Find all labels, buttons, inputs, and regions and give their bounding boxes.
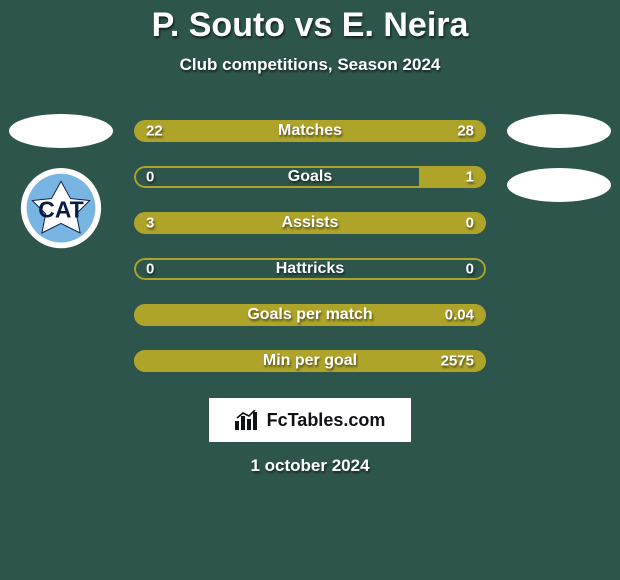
stat-label: Hattricks [134, 260, 486, 278]
stat-label: Matches [134, 122, 486, 140]
stat-row: Goals per match0.04 [134, 304, 486, 326]
stat-value-right: 1 [466, 169, 474, 186]
player-left-club-badge: CAT [9, 168, 113, 258]
stat-value-right: 0.04 [445, 307, 474, 324]
stat-label: Assists [134, 214, 486, 232]
left-column: CAT [9, 114, 113, 258]
subtitle: Club competitions, Season 2024 [0, 55, 620, 75]
right-column [507, 114, 611, 222]
stat-value-left: 22 [146, 123, 163, 140]
vs-text: vs [295, 6, 333, 44]
page-title: P. Souto vs E. Neira [0, 0, 620, 45]
fctables-logo: FcTables.com [209, 398, 411, 442]
stat-row: Assists3 0 [134, 212, 486, 234]
stat-label: Min per goal [134, 352, 486, 370]
player-right-club-placeholder [507, 168, 611, 202]
stat-label: Goals [134, 168, 486, 186]
chart-icon [235, 410, 261, 430]
comparison-infographic: P. Souto vs E. Neira Club competitions, … [0, 0, 620, 580]
stat-row: Matches22 28 [134, 120, 486, 142]
stat-value-left: 0 [146, 261, 154, 278]
stat-value-right: 0 [466, 215, 474, 232]
stat-bars: Matches2228Goals01Assists30Hattricks00Go… [134, 120, 486, 372]
stat-row: Hattricks0 0 [134, 258, 486, 280]
stat-row: Min per goal2575 [134, 350, 486, 372]
date-text: 1 october 2024 [0, 456, 620, 476]
stat-value-right: 28 [457, 123, 474, 140]
stat-value-right: 2575 [441, 353, 474, 370]
player-left-avatar-placeholder [9, 114, 113, 148]
stat-value-left: 0 [146, 169, 154, 186]
player-left-name: P. Souto [152, 6, 286, 44]
stat-row: Goals0 1 [134, 166, 486, 188]
stat-value-right: 0 [466, 261, 474, 278]
logo-text: FcTables.com [267, 410, 386, 431]
stat-label: Goals per match [134, 306, 486, 324]
stat-value-left: 3 [146, 215, 154, 232]
player-right-name: E. Neira [342, 6, 469, 44]
badge-letters: CAT [38, 197, 83, 223]
player-right-avatar-placeholder [507, 114, 611, 148]
